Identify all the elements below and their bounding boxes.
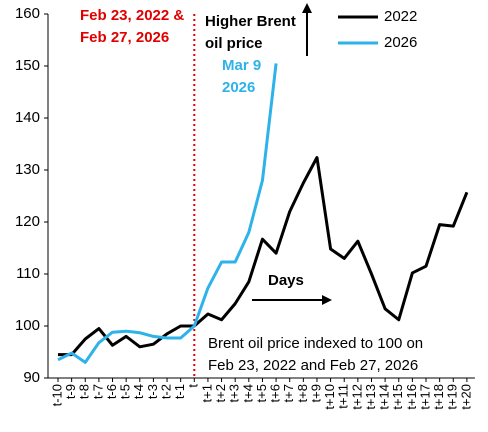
x-tick-label: t+10 xyxy=(322,384,337,410)
x-tick-label: t-7 xyxy=(90,384,105,399)
x-tick-label: t-5 xyxy=(118,384,133,399)
annotation: Feb 23, 2022 and Feb 27, 2026 xyxy=(208,357,418,374)
x-tick-label: t+13 xyxy=(363,384,378,410)
x-tick-label: t+12 xyxy=(349,384,364,410)
x-tick-label: t+5 xyxy=(254,384,269,402)
x-tick-label: t-8 xyxy=(77,384,92,399)
annotation: Mar 9 xyxy=(222,57,261,74)
x-tick-label: t+1 xyxy=(199,384,214,402)
x-tick-label: t+2 xyxy=(213,384,228,402)
annotation: oil price xyxy=(205,35,263,52)
x-tick-label: t-3 xyxy=(145,384,160,399)
y-tick-label: 130 xyxy=(15,161,40,178)
y-tick-label: 90 xyxy=(23,369,40,386)
x-tick-label: t+4 xyxy=(240,384,255,402)
annotation: Brent oil price indexed to 100 on xyxy=(208,335,423,352)
x-tick-label: t-1 xyxy=(172,384,187,399)
x-tick-label: t+15 xyxy=(390,384,405,410)
legend-label: 2026 xyxy=(384,34,417,51)
annotation: 2026 xyxy=(222,79,255,96)
x-tick-label: t-4 xyxy=(131,384,146,399)
y-tick-label: 160 xyxy=(15,5,40,22)
x-tick-label: t xyxy=(186,384,201,388)
x-tick-label: t+3 xyxy=(227,384,242,402)
x-tick-label: t+7 xyxy=(281,384,296,402)
series-line xyxy=(58,156,469,357)
event-label: Feb 27, 2026 xyxy=(80,29,169,46)
x-tick-label: t+6 xyxy=(268,384,283,402)
x-tick-label: t-9 xyxy=(63,384,78,399)
x-tick-label: t+14 xyxy=(377,384,392,410)
x-tick-label: t-2 xyxy=(158,384,173,399)
event-label: Feb 23, 2022 & xyxy=(80,7,184,24)
y-tick-label: 100 xyxy=(15,317,40,334)
annotation: Days xyxy=(268,272,304,289)
x-tick-label: t+18 xyxy=(431,384,446,410)
x-tick-label: t+19 xyxy=(445,384,460,410)
x-tick-label: t-10 xyxy=(49,384,64,406)
y-tick-label: 150 xyxy=(15,57,40,74)
annotation: Higher Brent xyxy=(205,13,296,30)
series-line xyxy=(57,63,278,364)
x-tick-label: t-6 xyxy=(104,384,119,399)
x-tick-label: t+20 xyxy=(458,384,473,410)
legend-label: 2022 xyxy=(384,8,417,25)
x-tick-label: t+11 xyxy=(336,384,351,409)
x-tick-label: t+8 xyxy=(295,384,310,402)
x-tick-label: t+17 xyxy=(417,384,432,410)
y-tick-label: 110 xyxy=(16,265,40,282)
x-tick-label: t+16 xyxy=(404,384,419,410)
y-tick-label: 120 xyxy=(15,213,40,230)
x-tick-label: t+9 xyxy=(308,384,323,402)
y-tick-label: 140 xyxy=(15,109,40,126)
